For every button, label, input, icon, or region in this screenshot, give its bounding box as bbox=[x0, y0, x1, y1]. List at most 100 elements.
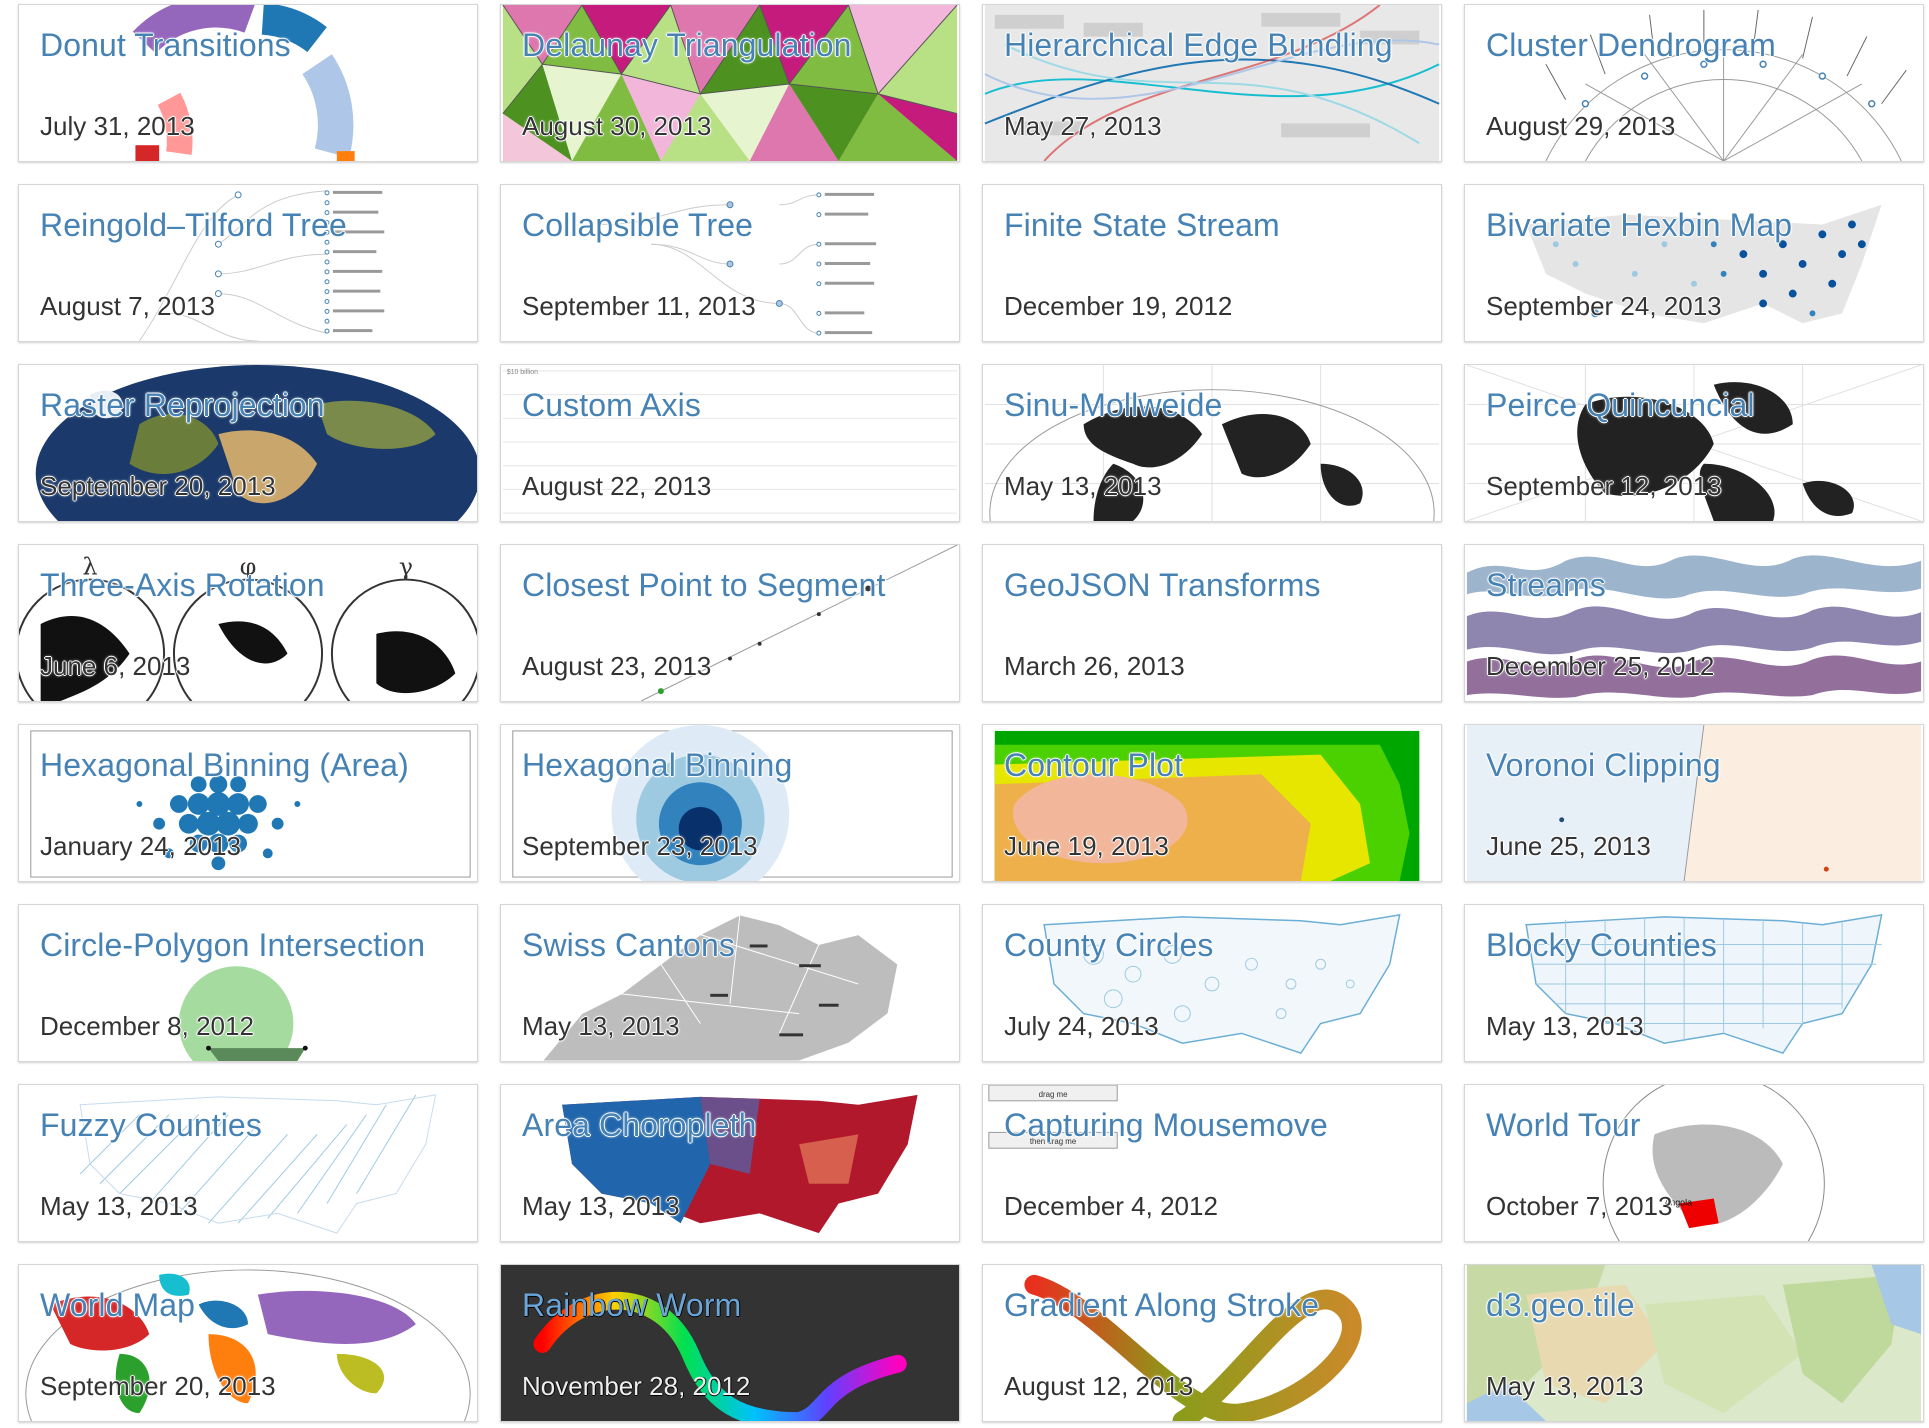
example-date: June 6, 2013 bbox=[40, 651, 190, 682]
example-date: May 13, 2013 bbox=[522, 1191, 680, 1222]
example-title-link[interactable]: Voronoi Clipping bbox=[1486, 747, 1721, 784]
example-title-link[interactable]: Streams bbox=[1486, 567, 1606, 604]
gallery-card[interactable]: Collapsible Tree September 11, 2013 bbox=[500, 184, 960, 342]
example-title-link[interactable]: Capturing Mousemove bbox=[1004, 1107, 1328, 1144]
gallery-card[interactable]: Delaunay Triangulation August 30, 2013 bbox=[500, 4, 960, 162]
example-date: September 12, 2013 bbox=[1486, 471, 1722, 502]
example-title-link[interactable]: Blocky Counties bbox=[1486, 927, 1717, 964]
example-title-link[interactable]: Hexagonal Binning (Area) bbox=[40, 747, 409, 784]
gallery-card[interactable]: Cluster Dendrogram August 29, 2013 bbox=[1464, 4, 1924, 162]
axis-label: $10 billion bbox=[507, 369, 538, 376]
example-title-link[interactable]: Raster Reprojection bbox=[40, 387, 325, 424]
example-title-link[interactable]: Sinu-Mollweide bbox=[1004, 387, 1222, 424]
example-date: December 19, 2012 bbox=[1004, 291, 1232, 322]
example-title-link[interactable]: Fuzzy Counties bbox=[40, 1107, 262, 1144]
example-title-link[interactable]: Area Choropleth bbox=[522, 1107, 757, 1144]
gallery-card[interactable]: Peirce Quincuncial September 12, 2013 bbox=[1464, 364, 1924, 522]
gamma-label: γ bbox=[399, 553, 413, 581]
gallery-card[interactable]: GeoJSON Transforms March 26, 2013 bbox=[982, 544, 1442, 702]
gallery-card[interactable]: Circle-Polygon Intersection December 8, … bbox=[18, 904, 478, 1062]
gallery-card[interactable]: $10 billion Custom Axis August 22, 2013 bbox=[500, 364, 960, 522]
example-title-link[interactable]: Hierarchical Edge Bundling bbox=[1004, 27, 1393, 64]
gallery-card[interactable]: Finite State Stream December 19, 2012 bbox=[982, 184, 1442, 342]
gallery-card[interactable]: d3.geo.tile May 13, 2013 bbox=[1464, 1264, 1924, 1422]
example-date: September 20, 2013 bbox=[40, 1371, 276, 1402]
example-title-link[interactable]: Cluster Dendrogram bbox=[1486, 27, 1776, 64]
example-date: March 26, 2013 bbox=[1004, 651, 1185, 682]
gallery-card[interactable]: Hexagonal Binning September 23, 2013 bbox=[500, 724, 960, 882]
drag-button-label: drag me bbox=[1039, 1090, 1069, 1099]
gallery-card[interactable]: Reingold–Tilford Tree August 7, 2013 bbox=[18, 184, 478, 342]
example-title-link[interactable]: Custom Axis bbox=[522, 387, 701, 424]
example-date: August 30, 2013 bbox=[522, 111, 711, 142]
example-title-link[interactable]: World Tour bbox=[1486, 1107, 1641, 1144]
example-date: August 7, 2013 bbox=[40, 291, 215, 322]
gallery-card[interactable]: drag me then drag me Capturing Mousemove… bbox=[982, 1084, 1442, 1242]
gallery-card[interactable]: Contour Plot June 19, 2013 bbox=[982, 724, 1442, 882]
example-date: August 22, 2013 bbox=[522, 471, 711, 502]
example-title-link[interactable]: World Map bbox=[40, 1287, 195, 1324]
gallery-card[interactable]: World Map September 20, 2013 bbox=[18, 1264, 478, 1422]
example-title-link[interactable]: Delaunay Triangulation bbox=[522, 27, 852, 64]
example-date: December 8, 2012 bbox=[40, 1011, 254, 1042]
example-date: August 29, 2013 bbox=[1486, 111, 1675, 142]
gallery-card[interactable]: Angola World Tour October 7, 2013 bbox=[1464, 1084, 1924, 1242]
example-date: June 19, 2013 bbox=[1004, 831, 1169, 862]
example-date: July 24, 2013 bbox=[1004, 1011, 1159, 1042]
gallery-card[interactable]: Streams December 25, 2012 bbox=[1464, 544, 1924, 702]
gallery-card[interactable]: λ φ γ Three-Axis Rotation June 6, 2013 bbox=[18, 544, 478, 702]
example-title-link[interactable]: Contour Plot bbox=[1004, 747, 1183, 784]
example-date: December 4, 2012 bbox=[1004, 1191, 1218, 1222]
example-date: December 25, 2012 bbox=[1486, 651, 1714, 682]
gallery-card[interactable]: Area Choropleth May 13, 2013 bbox=[500, 1084, 960, 1242]
example-title-link[interactable]: Three-Axis Rotation bbox=[40, 567, 325, 604]
example-title-link[interactable]: Gradient Along Stroke bbox=[1004, 1287, 1319, 1324]
gallery-card[interactable]: Raster Reprojection September 20, 2013 bbox=[18, 364, 478, 522]
gallery-card[interactable]: Sinu-Mollweide May 13, 2013 bbox=[982, 364, 1442, 522]
gallery-card[interactable]: Donut Transitions July 31, 2013 bbox=[18, 4, 478, 162]
gallery-card[interactable]: Swiss Cantons May 13, 2013 bbox=[500, 904, 960, 1062]
gallery-card[interactable]: Hierarchical Edge Bundling May 27, 2013 bbox=[982, 4, 1442, 162]
example-title-link[interactable]: County Circles bbox=[1004, 927, 1213, 964]
example-date: May 13, 2013 bbox=[40, 1191, 198, 1222]
gallery-card[interactable]: County Circles July 24, 2013 bbox=[982, 904, 1442, 1062]
example-title-link[interactable]: Collapsible Tree bbox=[522, 207, 753, 244]
example-title-link[interactable]: Donut Transitions bbox=[40, 27, 291, 64]
example-gallery: Donut Transitions July 31, 2013 bbox=[18, 4, 1924, 1424]
example-date: September 20, 2013 bbox=[40, 471, 276, 502]
gallery-card[interactable]: Blocky Counties May 13, 2013 bbox=[1464, 904, 1924, 1062]
example-title-link[interactable]: Peirce Quincuncial bbox=[1486, 387, 1755, 424]
example-title-link[interactable]: GeoJSON Transforms bbox=[1004, 567, 1321, 604]
gallery-card[interactable]: Hexagonal Binning (Area) January 24, 201… bbox=[18, 724, 478, 882]
example-date: May 13, 2013 bbox=[1486, 1371, 1644, 1402]
example-title-link[interactable]: Finite State Stream bbox=[1004, 207, 1280, 244]
example-title-link[interactable]: d3.geo.tile bbox=[1486, 1287, 1635, 1324]
example-date: August 12, 2013 bbox=[1004, 1371, 1193, 1402]
example-date: January 24, 2013 bbox=[40, 831, 241, 862]
example-date: October 7, 2013 bbox=[1486, 1191, 1672, 1222]
example-title-link[interactable]: Reingold–Tilford Tree bbox=[40, 207, 347, 244]
example-date: May 13, 2013 bbox=[1004, 471, 1162, 502]
gallery-card[interactable]: Rainbow Worm November 28, 2012 bbox=[500, 1264, 960, 1422]
example-date: May 27, 2013 bbox=[1004, 111, 1162, 142]
gallery-card[interactable]: Closest Point to Segment August 23, 2013 bbox=[500, 544, 960, 702]
example-title-link[interactable]: Closest Point to Segment bbox=[522, 567, 885, 604]
example-date: May 13, 2013 bbox=[522, 1011, 680, 1042]
example-date: September 11, 2013 bbox=[522, 291, 756, 322]
example-title-link[interactable]: Circle-Polygon Intersection bbox=[40, 927, 425, 964]
example-title-link[interactable]: Hexagonal Binning bbox=[522, 747, 792, 784]
example-date: August 23, 2013 bbox=[522, 651, 711, 682]
gallery-card[interactable]: Fuzzy Counties May 13, 2013 bbox=[18, 1084, 478, 1242]
example-date: June 25, 2013 bbox=[1486, 831, 1651, 862]
example-date: September 24, 2013 bbox=[1486, 291, 1722, 322]
gallery-card[interactable]: Bivariate Hexbin Map September 24, 2013 bbox=[1464, 184, 1924, 342]
example-title-link[interactable]: Bivariate Hexbin Map bbox=[1486, 207, 1792, 244]
gallery-card[interactable]: Gradient Along Stroke August 12, 2013 bbox=[982, 1264, 1442, 1422]
example-date: May 13, 2013 bbox=[1486, 1011, 1644, 1042]
example-date: July 31, 2013 bbox=[40, 111, 195, 142]
example-date: September 23, 2013 bbox=[522, 831, 758, 862]
example-title-link[interactable]: Rainbow Worm bbox=[522, 1287, 741, 1324]
gallery-card[interactable]: Voronoi Clipping June 25, 2013 bbox=[1464, 724, 1924, 882]
example-title-link[interactable]: Swiss Cantons bbox=[522, 927, 735, 964]
example-date: November 28, 2012 bbox=[522, 1371, 750, 1402]
